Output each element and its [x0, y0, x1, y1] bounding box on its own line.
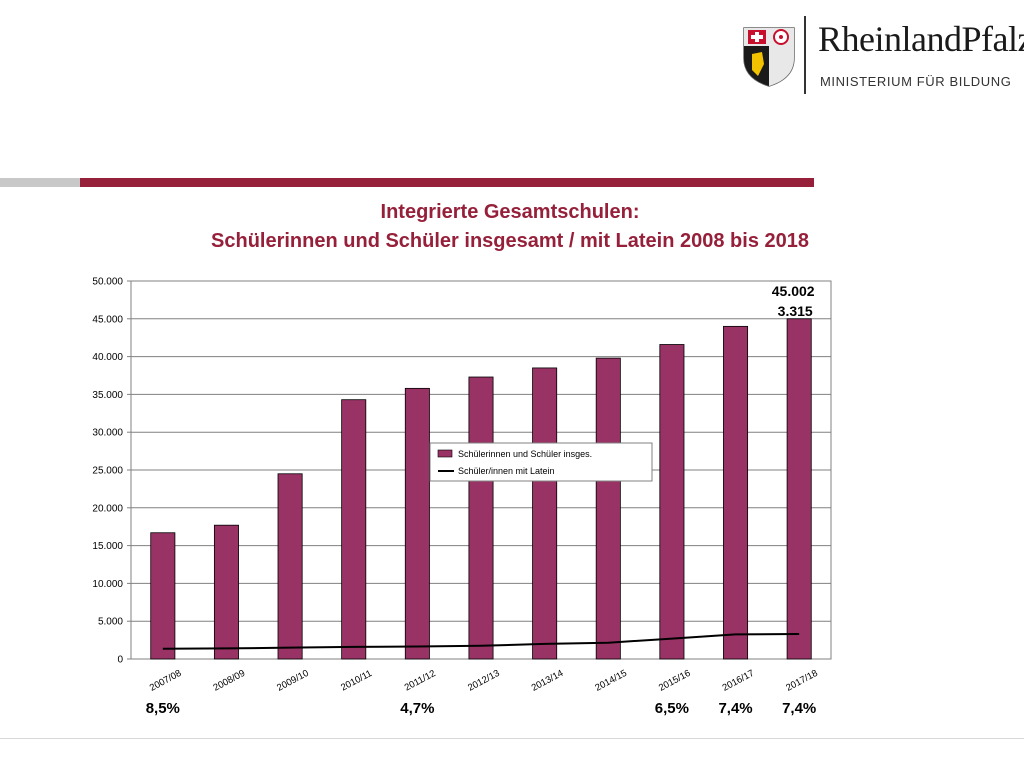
bar: [213, 524, 239, 660]
ministry-name: MINISTERIUM FÜR BILDUNG: [820, 74, 1012, 89]
header-band-grey: [0, 178, 80, 187]
y-tick-label: 5.000: [98, 617, 123, 628]
x-tick-label: 2017/18: [784, 668, 819, 694]
x-tick-label: 2016/17: [721, 668, 756, 694]
legend-label-line: Schüler/innen mit Latein: [458, 466, 555, 476]
bar: [341, 399, 367, 660]
chart-subtitle: Schülerinnen und Schüler insgesamt / mit…: [211, 230, 809, 252]
chart-title-block: Integrierte Gesamtschulen: Schülerinnen …: [60, 198, 960, 256]
header-band-red: [80, 178, 814, 187]
x-tick-label: 2013/14: [530, 668, 565, 694]
bar: [595, 357, 621, 660]
annotation-total: 45.002: [772, 283, 815, 299]
legend-swatch-bar: [437, 449, 453, 458]
chart-title: Integrierte Gesamtschulen:: [380, 201, 640, 223]
bar: [659, 344, 685, 660]
x-tick-label: 2009/10: [275, 668, 310, 694]
x-tick-label: 2015/16: [657, 668, 692, 694]
bar: [532, 367, 558, 660]
y-tick-label: 25.000: [92, 466, 123, 477]
logo-divider: [804, 16, 806, 94]
bar: [468, 376, 494, 660]
bar: [786, 318, 812, 660]
x-tick-label: 2008/09: [212, 668, 247, 694]
footer-line: [0, 738, 1024, 739]
bar-line-chart: 0 5.000 10.000 15.000 20.000 25.000 30.000 35.0…: [92, 277, 832, 717]
y-tick-label: 50.000: [92, 277, 123, 288]
x-tick-label: 2011/12: [403, 668, 438, 694]
rlp-logo: RheinlandPfalz MINISTERIUM FÜR BILDUNG: [740, 16, 1024, 96]
legend-label-bar: Schülerinnen und Schüler insges.: [458, 449, 592, 459]
x-tick-label: 2007/08: [148, 668, 183, 694]
x-tick-label: 2014/15: [593, 668, 628, 694]
coat-of-arms-icon: [743, 27, 795, 87]
percentage-label: 7,4%: [718, 700, 752, 717]
y-tick-label: 40.000: [92, 352, 123, 363]
y-tick-label: 0: [117, 655, 123, 666]
brand-wordmark: RheinlandPfalz: [818, 19, 1024, 59]
x-tick-label: 2010/11: [339, 668, 374, 694]
y-tick-label: 45.000: [92, 314, 123, 325]
y-tick-label: 15.000: [92, 541, 123, 552]
annotation-latein: 3.315: [778, 303, 813, 319]
bar: [150, 532, 176, 660]
bar: [277, 473, 303, 660]
percentage-label: 6,5%: [655, 700, 689, 717]
x-tick-label: 2012/13: [466, 668, 501, 694]
bar: [723, 325, 749, 660]
y-tick-label: 20.000: [92, 503, 123, 514]
bar: [404, 387, 430, 660]
latein-line: [162, 632, 800, 650]
legend-box: [429, 442, 653, 482]
y-tick-label: 35.000: [92, 390, 123, 401]
y-tick-label: 30.000: [92, 428, 123, 439]
percentage-label: 4,7%: [400, 700, 434, 717]
percentage-label: 8,5%: [146, 700, 180, 717]
percentage-label: 7,4%: [782, 700, 816, 717]
y-tick-label: 10.000: [92, 579, 123, 590]
